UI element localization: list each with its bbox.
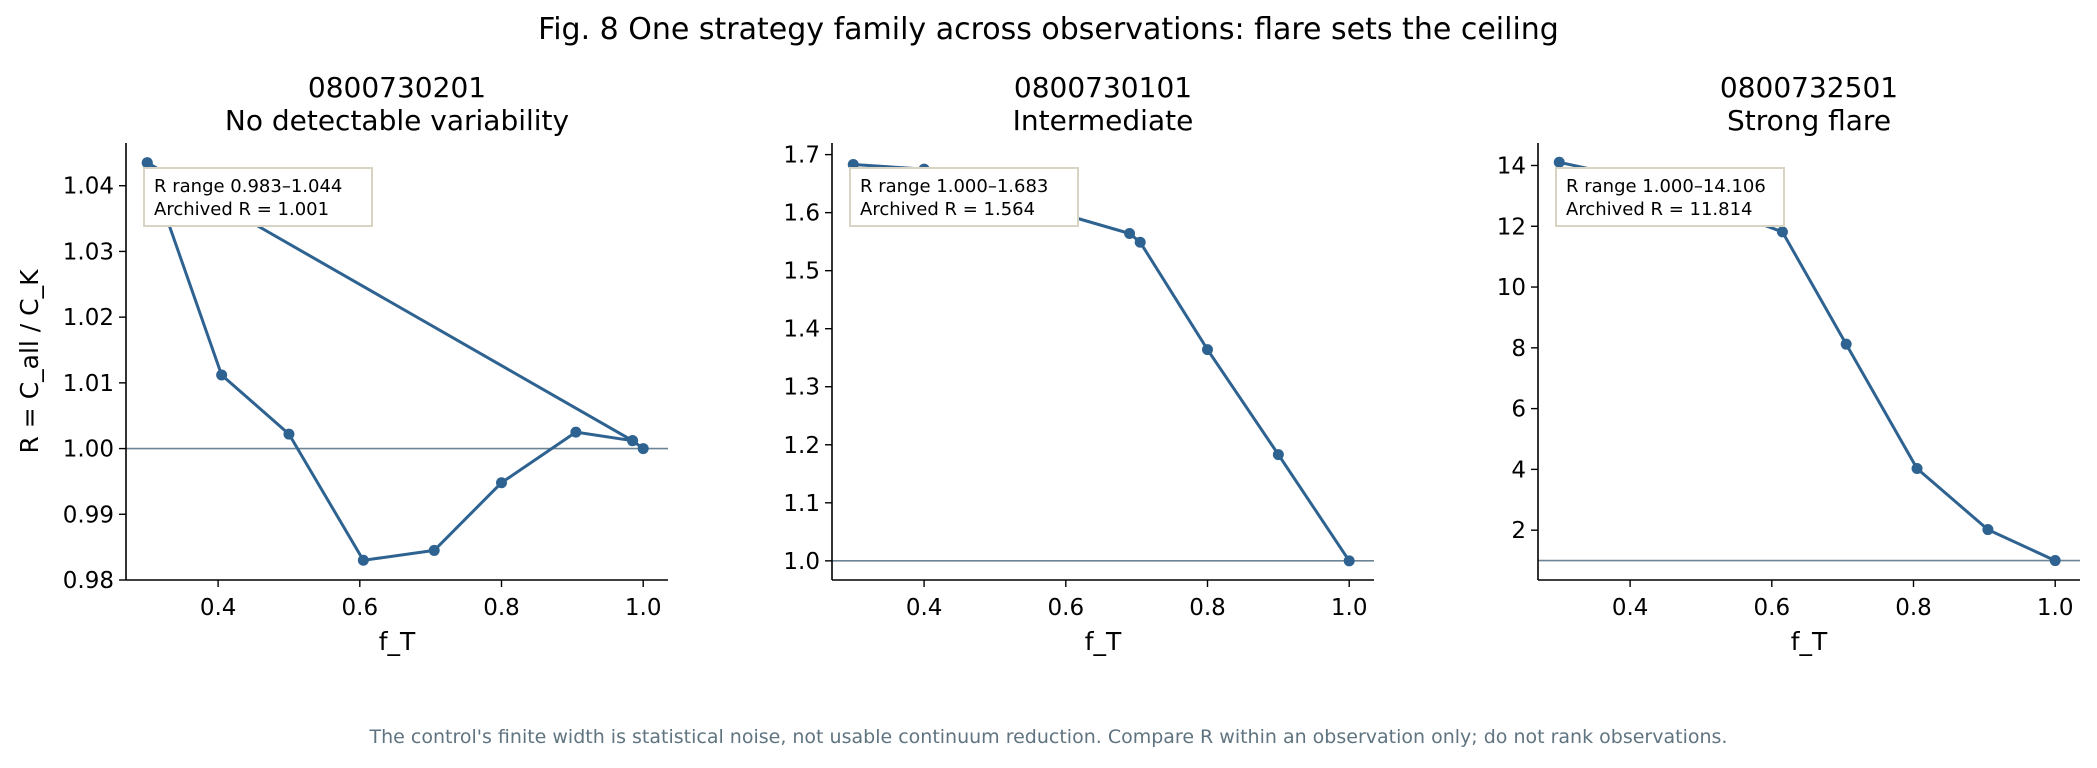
y-tick-label: 0.98 [63, 568, 114, 594]
y-tick-label: 1.2 [783, 433, 820, 459]
data-point [357, 554, 369, 566]
data-point [1982, 524, 1994, 536]
y-tick-label: 1.5 [783, 259, 820, 285]
y-tick-label: 1.03 [63, 239, 114, 265]
panel-subtitle: Strong flare [1727, 104, 1891, 137]
x-tick-label: 0.4 [906, 595, 943, 621]
y-tick-label: 1.4 [783, 317, 820, 343]
panel-title: 0800730201 [308, 71, 486, 104]
data-point [637, 443, 649, 455]
y-tick-label: 1.0 [783, 549, 820, 575]
data-point [627, 435, 639, 447]
y-tick-label: 14 [1497, 153, 1526, 179]
y-tick-label: 1.3 [783, 375, 820, 401]
y-tick-label: 1.02 [63, 305, 114, 331]
figure-title: Fig. 8 One strategy family across observ… [538, 12, 1559, 47]
data-point [428, 544, 440, 556]
y-tick-label: 12 [1497, 214, 1526, 240]
y-tick-label: 10 [1497, 275, 1526, 301]
x-tick-label: 0.6 [1754, 595, 1791, 621]
data-point [1272, 449, 1284, 461]
data-point [496, 477, 508, 489]
x-axis-label: f_T [1085, 627, 1122, 656]
y-tick-label: 1.7 [783, 143, 820, 169]
annotation-box [143, 167, 373, 227]
x-tick-label: 0.4 [1612, 595, 1649, 621]
data-point [216, 369, 228, 381]
y-tick-label: 1.1 [783, 491, 820, 517]
data-point [1202, 344, 1214, 356]
y-tick-label: 4 [1511, 457, 1526, 483]
y-tick-label: 6 [1511, 397, 1526, 423]
data-point [1124, 228, 1136, 240]
y-tick-label: 1.04 [63, 174, 114, 200]
data-point [1343, 555, 1355, 567]
x-tick-label: 0.8 [483, 595, 520, 621]
y-axis-label: R = C_all / C_K [15, 269, 44, 454]
x-axis-label: f_T [379, 627, 416, 656]
annotation-box [1555, 167, 1785, 227]
y-tick-label: 1.00 [63, 437, 114, 463]
data-point [141, 157, 153, 169]
panel-subtitle: Intermediate [1013, 104, 1194, 137]
data-point [1553, 156, 1565, 168]
panel-title: 0800732501 [1720, 71, 1898, 104]
y-tick-label: 0.99 [63, 502, 114, 528]
annotation-range: R range 1.000–14.106 [1566, 176, 1766, 197]
annotation-archived: Archived R = 1.001 [154, 199, 329, 220]
data-point [2049, 555, 2061, 567]
data-point [1776, 226, 1788, 238]
figure-footer-note: The control's finite width is statistica… [369, 726, 1728, 748]
data-point [283, 428, 295, 440]
panel-title: 0800730101 [1014, 71, 1192, 104]
annotation-range: R range 0.983–1.044 [154, 176, 342, 197]
x-tick-label: 0.8 [1895, 595, 1932, 621]
annotation-box [849, 167, 1079, 227]
x-tick-label: 1.0 [625, 595, 662, 621]
y-tick-label: 8 [1511, 336, 1526, 362]
x-axis-label: f_T [1791, 627, 1828, 656]
annotation-archived: Archived R = 11.814 [1566, 199, 1753, 220]
x-tick-label: 0.8 [1189, 595, 1226, 621]
x-tick-label: 1.0 [1331, 595, 1368, 621]
data-point [1840, 338, 1852, 350]
x-tick-label: 1.0 [2037, 595, 2074, 621]
y-tick-label: 1.01 [63, 371, 114, 397]
x-tick-label: 0.6 [1048, 595, 1085, 621]
data-point [1134, 236, 1146, 248]
data-point [1911, 462, 1923, 474]
y-tick-label: 1.6 [783, 201, 820, 227]
x-tick-label: 0.4 [200, 595, 237, 621]
data-point [570, 426, 582, 438]
annotation-range: R range 1.000–1.683 [860, 176, 1048, 197]
x-tick-label: 0.6 [342, 595, 379, 621]
panel-subtitle: No detectable variability [225, 104, 569, 137]
y-tick-label: 2 [1511, 518, 1526, 544]
annotation-archived: Archived R = 1.564 [860, 199, 1035, 220]
